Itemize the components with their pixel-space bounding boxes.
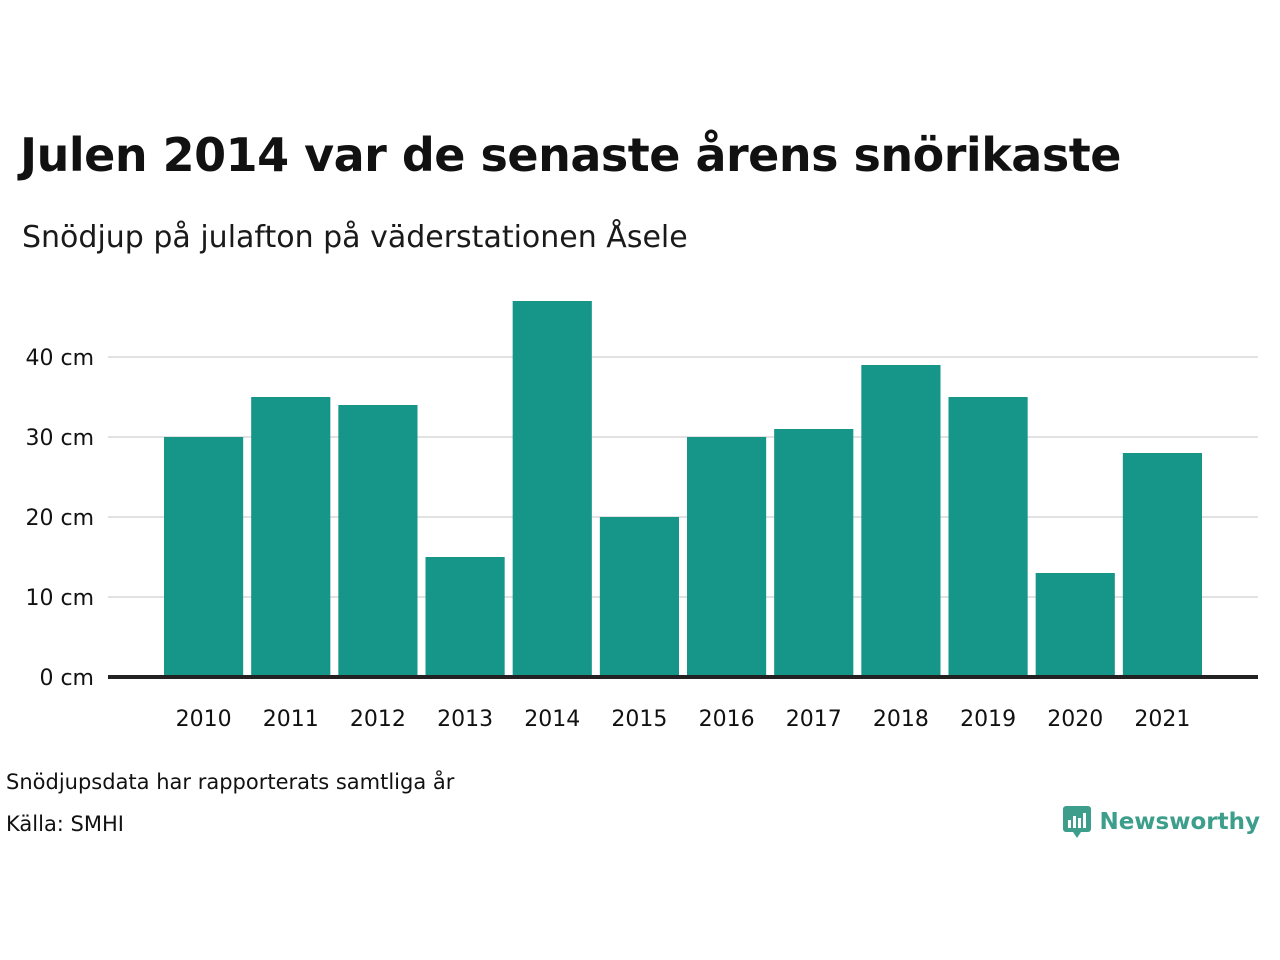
y-tick-label: 20 cm — [25, 506, 94, 531]
bar-2019 — [948, 397, 1028, 677]
x-tick-label: 2018 — [873, 707, 929, 732]
x-tick-label: 2011 — [263, 707, 319, 732]
bar-2015 — [599, 517, 679, 677]
footnote: Snödjupsdata har rapporterats samtliga å… — [6, 770, 455, 794]
y-tick-label: 10 cm — [25, 586, 94, 611]
x-tick-label: 2014 — [524, 707, 580, 732]
chart-subtitle: Snödjup på julafton på väderstationen Ås… — [22, 220, 688, 255]
x-tick-label: 2016 — [699, 707, 755, 732]
bar-2020 — [1035, 573, 1115, 677]
bar-2021 — [1122, 453, 1202, 677]
y-tick-label: 30 cm — [25, 426, 94, 451]
y-tick-label: 0 cm — [39, 666, 94, 691]
bar-2011 — [251, 397, 331, 677]
y-tick-label: 40 cm — [25, 346, 94, 371]
x-tick-label: 2010 — [176, 707, 232, 732]
x-tick-label: 2017 — [786, 707, 842, 732]
brand-logo: Newsworthy — [1063, 806, 1260, 838]
chart-title: Julen 2014 var de senaste årens snörikas… — [20, 128, 1121, 182]
newsworthy-logo-icon — [1063, 806, 1092, 838]
bar-2014 — [512, 301, 592, 677]
x-tick-label: 2015 — [611, 707, 667, 732]
x-tick-label: 2019 — [960, 707, 1016, 732]
x-tick-label: 2020 — [1047, 707, 1103, 732]
x-tick-label: 2012 — [350, 707, 406, 732]
bar-2017 — [774, 429, 854, 677]
bar-2018 — [861, 365, 941, 677]
bar-2013 — [425, 557, 505, 677]
bar-chart: 0 cm 10 cm 20 cm 30 cm 40 cm 2010 2011 2012 2013… — [25, 301, 1258, 732]
x-tick-label: 2021 — [1134, 707, 1190, 732]
bar-2010 — [164, 437, 244, 677]
source-note: Källa: SMHI — [6, 812, 124, 836]
x-tick-label: 2013 — [437, 707, 493, 732]
bar-2016 — [687, 437, 767, 677]
bar-2012 — [338, 405, 418, 677]
brand-name: Newsworthy — [1099, 809, 1260, 835]
